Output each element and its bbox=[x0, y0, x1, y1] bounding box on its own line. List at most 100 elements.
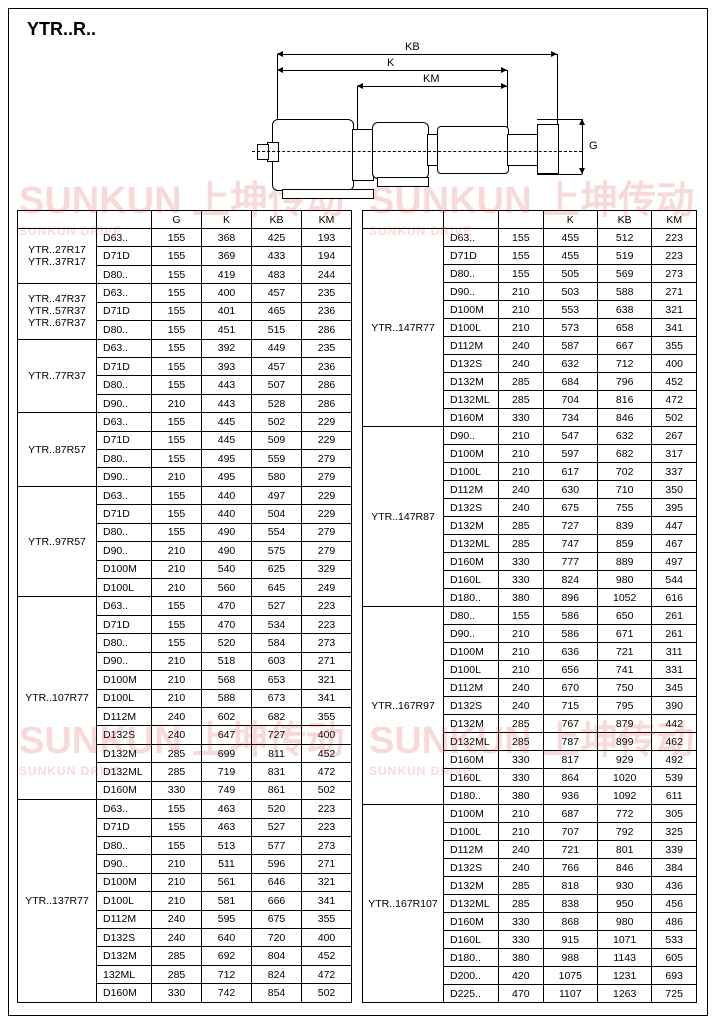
cell: 285 bbox=[152, 744, 202, 762]
cell: 513 bbox=[202, 836, 252, 854]
cell: 603 bbox=[252, 652, 302, 670]
cell: 355 bbox=[652, 337, 697, 355]
cell: 210 bbox=[152, 542, 202, 560]
cell: D132M bbox=[444, 715, 499, 733]
cell: 440 bbox=[202, 486, 252, 504]
table-row: YTR..97R57D63..155440497229 bbox=[18, 486, 352, 504]
cell: D71D bbox=[97, 247, 152, 265]
cell: D90.. bbox=[97, 652, 152, 670]
col-header bbox=[97, 211, 152, 229]
cell: 210 bbox=[152, 689, 202, 707]
cell: 719 bbox=[202, 763, 252, 781]
cell: 210 bbox=[499, 445, 544, 463]
cell: 720 bbox=[252, 929, 302, 947]
cell: 602 bbox=[202, 707, 252, 725]
cell: D71D bbox=[97, 357, 152, 375]
cell: 831 bbox=[252, 763, 302, 781]
cell: D112M bbox=[444, 679, 499, 697]
cell: 796 bbox=[597, 373, 651, 391]
cell: 561 bbox=[202, 873, 252, 891]
cell: 625 bbox=[252, 560, 302, 578]
cell: D63.. bbox=[97, 229, 152, 247]
cell: 462 bbox=[652, 733, 697, 751]
cell: 210 bbox=[152, 671, 202, 689]
cell: 210 bbox=[499, 643, 544, 661]
cell: D90.. bbox=[444, 427, 499, 445]
cell: 528 bbox=[252, 394, 302, 412]
cell: 632 bbox=[597, 427, 651, 445]
cell: 240 bbox=[499, 481, 544, 499]
cell: 824 bbox=[543, 571, 597, 589]
cell: 846 bbox=[597, 409, 651, 427]
cell: 210 bbox=[152, 855, 202, 873]
cell: 747 bbox=[543, 535, 597, 553]
cell: 223 bbox=[302, 818, 352, 836]
cell: 279 bbox=[302, 450, 352, 468]
cell: 497 bbox=[652, 553, 697, 571]
cell: 553 bbox=[543, 301, 597, 319]
cell: 384 bbox=[652, 859, 697, 877]
cell: 155 bbox=[152, 634, 202, 652]
cell: 675 bbox=[543, 499, 597, 517]
cell: D63.. bbox=[97, 597, 152, 615]
cell: 861 bbox=[252, 781, 302, 799]
cell: 273 bbox=[302, 634, 352, 652]
cell: 452 bbox=[302, 744, 352, 762]
cell: D90.. bbox=[97, 855, 152, 873]
cell: 490 bbox=[202, 523, 252, 541]
page-title: YTR..R.. bbox=[27, 19, 699, 40]
table-row: YTR..27R17YTR..37R17D63..155368425193 bbox=[18, 229, 352, 247]
cell: D100M bbox=[97, 560, 152, 578]
cell: D112M bbox=[444, 841, 499, 859]
cell: 321 bbox=[302, 671, 352, 689]
table-row: YTR..107R77D63..155470527223 bbox=[18, 597, 352, 615]
cell: 210 bbox=[499, 301, 544, 319]
cell: 267 bbox=[652, 427, 697, 445]
cell: 540 bbox=[202, 560, 252, 578]
cell: D160L bbox=[444, 931, 499, 949]
cell: D100L bbox=[97, 892, 152, 910]
cell: 457 bbox=[252, 357, 302, 375]
cell: D80.. bbox=[444, 607, 499, 625]
cell: 240 bbox=[152, 707, 202, 725]
cell: 210 bbox=[499, 427, 544, 445]
cell: 449 bbox=[252, 339, 302, 357]
cell: 495 bbox=[202, 468, 252, 486]
cell: D63.. bbox=[97, 413, 152, 431]
cell: D80.. bbox=[97, 321, 152, 339]
cell: 420 bbox=[499, 967, 544, 985]
cell: D90.. bbox=[97, 542, 152, 560]
cell: 285 bbox=[152, 947, 202, 965]
table-row: YTR..167R107D100M210687772305 bbox=[363, 805, 697, 823]
cell: D132ML bbox=[444, 391, 499, 409]
cell: 244 bbox=[302, 265, 352, 283]
table-row: YTR..77R37D63..155392449235 bbox=[18, 339, 352, 357]
cell: 155 bbox=[152, 265, 202, 283]
cell: 787 bbox=[543, 733, 597, 751]
cell: 452 bbox=[652, 373, 697, 391]
cell: 899 bbox=[597, 733, 651, 751]
cell: 504 bbox=[252, 505, 302, 523]
cell: 210 bbox=[152, 579, 202, 597]
cell: 502 bbox=[302, 984, 352, 1003]
cell: 766 bbox=[543, 859, 597, 877]
cell: 155 bbox=[152, 376, 202, 394]
cell: 734 bbox=[543, 409, 597, 427]
cell: 155 bbox=[152, 505, 202, 523]
cell: D90.. bbox=[444, 283, 499, 301]
cell: 240 bbox=[499, 679, 544, 697]
cell: 132ML bbox=[97, 965, 152, 983]
cell: 193 bbox=[302, 229, 352, 247]
cell: 569 bbox=[597, 265, 651, 283]
cell: D71D bbox=[97, 615, 152, 633]
cell: 330 bbox=[499, 913, 544, 931]
cell: 483 bbox=[252, 265, 302, 283]
cell: 235 bbox=[302, 284, 352, 302]
cell: 638 bbox=[597, 301, 651, 319]
cell: 868 bbox=[543, 913, 597, 931]
cell: D132S bbox=[444, 859, 499, 877]
dim-kb: KB bbox=[405, 41, 420, 53]
cell: D80.. bbox=[97, 836, 152, 854]
cell: 330 bbox=[499, 751, 544, 769]
table-row: YTR..47R37YTR..57R37YTR..67R37D63..15540… bbox=[18, 284, 352, 302]
